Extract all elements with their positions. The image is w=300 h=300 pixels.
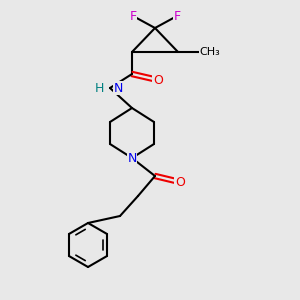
Text: N: N <box>127 152 137 164</box>
Text: N: N <box>114 82 123 94</box>
Text: F: F <box>129 10 137 22</box>
Text: O: O <box>153 74 163 86</box>
Text: F: F <box>173 10 181 22</box>
Text: H: H <box>94 82 104 94</box>
Text: CH₃: CH₃ <box>200 47 220 57</box>
Text: O: O <box>175 176 185 188</box>
